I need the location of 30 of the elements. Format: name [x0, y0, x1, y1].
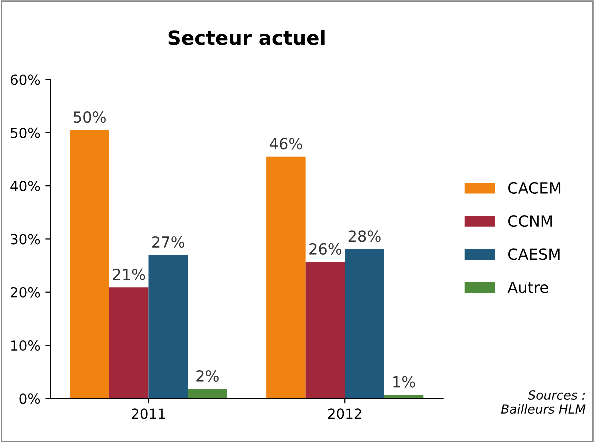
bar: [188, 389, 228, 399]
data-label: 28%: [348, 230, 381, 242]
data-label: 46%: [270, 138, 302, 150]
data-label: 2%: [196, 370, 219, 382]
chart-title: Secteur actuel: [168, 30, 325, 46]
bar: [306, 262, 346, 399]
bar: [345, 249, 384, 399]
data-label: 50%: [74, 112, 106, 124]
legend-label: CCNM: [508, 216, 552, 228]
y-tick-label: 10%: [12, 340, 40, 352]
data-label: 26%: [310, 243, 342, 255]
source-note: Sources : Bailleurs HLM: [501, 390, 586, 414]
legend-label: Autre: [508, 282, 548, 294]
bar: [266, 156, 306, 399]
y-tick-label: 50%: [11, 128, 40, 138]
y-tick-label: 0%: [20, 394, 40, 404]
y-tick-label: 30%: [11, 234, 40, 245]
bar: [70, 130, 110, 399]
data-label: 1%: [394, 376, 416, 388]
x-tick-label: 2012: [328, 408, 362, 420]
x-tick-label: 2011: [132, 408, 166, 420]
data-label: 27%: [152, 236, 185, 248]
y-tick-label: 20%: [11, 287, 40, 298]
legend-label: CACEM: [508, 182, 561, 194]
y-tick-label: 60%: [10, 74, 40, 86]
y-tick-label: 40%: [10, 181, 40, 192]
legend-label: CAESM: [508, 248, 560, 260]
data-label: 21%: [113, 268, 146, 280]
bar: [148, 255, 188, 399]
bar: [109, 288, 149, 399]
